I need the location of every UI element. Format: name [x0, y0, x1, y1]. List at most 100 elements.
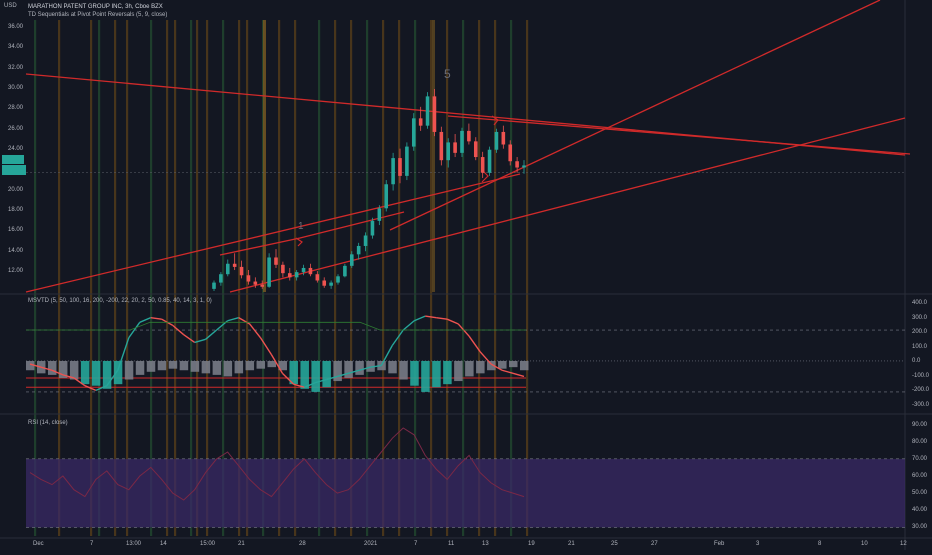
highlight-band [98, 20, 101, 536]
osc-tick-label: 100.0 [912, 343, 928, 350]
highlight-band [196, 20, 199, 536]
osc-histogram-bar [487, 360, 496, 371]
osc-histogram-bar [102, 360, 112, 389]
osc-line-segment [95, 385, 108, 391]
currency-label: USD [4, 3, 17, 9]
time-tick-label: 8 [818, 541, 822, 547]
osc-histogram-bar [267, 360, 277, 368]
time-tick-label: 13:00 [126, 541, 142, 547]
time-tick-label: 27 [651, 541, 658, 547]
rsi-tick-label: 90.00 [912, 422, 928, 428]
candle-body [294, 272, 299, 278]
osc-line-segment [84, 385, 97, 391]
trendline [389, 0, 881, 231]
osc-line-segment [205, 329, 218, 340]
time-tick-label: 15:00 [200, 541, 216, 547]
candle-body [343, 265, 347, 277]
osc-line-segment [370, 364, 382, 368]
osc-line-segment [40, 366, 53, 371]
osc-green-line [26, 321, 526, 331]
osc-histogram-bar [58, 360, 68, 378]
osc-line-segment [172, 324, 185, 336]
price-tick-label: 34.00 [8, 44, 24, 51]
trendline [229, 117, 906, 293]
osc-line-segment [359, 366, 371, 371]
osc-line-segment [106, 369, 119, 387]
osc-line-segment [348, 369, 360, 375]
candle-body [301, 267, 306, 273]
candle-body [370, 220, 375, 236]
time-tick-label: Feb [714, 541, 725, 547]
time-tick-label: 19 [528, 541, 535, 547]
osc-tick-label: 400.0 [912, 300, 928, 306]
osc-histogram-bar [454, 360, 463, 382]
osc-histogram-bar [509, 360, 518, 368]
osc-histogram-bar [179, 360, 189, 371]
highlight-band [446, 20, 449, 536]
trendline [447, 115, 911, 155]
osc-tick-label: -200.0 [912, 387, 930, 394]
osc-line-segment [139, 317, 152, 323]
time-tick-label: 3 [756, 541, 760, 547]
price-tick-label: 36.00 [8, 24, 24, 30]
osc-line-segment [73, 377, 86, 387]
osc-line-segment [337, 372, 349, 378]
osc-histogram-bar [201, 360, 211, 374]
osc-tick-label: 300.0 [912, 314, 928, 321]
price-tick-label: 24.00 [8, 146, 24, 152]
candle-body [329, 282, 333, 286]
osc-line-segment [446, 318, 459, 325]
osc-line-segment [150, 316, 162, 320]
osc-line-segment [194, 338, 206, 344]
rsi-tick-label: 70.00 [912, 456, 928, 462]
osc-histogram-bar [498, 360, 507, 369]
candle-body [336, 276, 340, 283]
osc-line-segment [183, 334, 196, 343]
osc-histogram-bar [322, 360, 331, 388]
time-tick-label: 13 [482, 541, 489, 547]
highlight-band [334, 20, 337, 536]
indicator-title[interactable]: TD Sequentials at Pivot Point Reversals … [28, 12, 168, 18]
highlight-band [366, 20, 369, 536]
td-count-upper: 5 [444, 67, 451, 81]
time-tick-label: 7 [90, 541, 94, 547]
candle-body [432, 96, 437, 132]
price-marker [2, 155, 24, 164]
highlight-band [150, 20, 153, 536]
td-arrow [295, 237, 303, 247]
candle-body [494, 131, 499, 150]
osc-line-segment [391, 329, 404, 346]
highlight-band [166, 20, 169, 536]
price-tick-label: 26.00 [8, 125, 24, 132]
candle-body [487, 149, 492, 173]
candle-body [522, 165, 526, 168]
candle-body [349, 254, 354, 266]
price-tick-label: 14.00 [8, 247, 24, 254]
oscillator-title[interactable]: MSVTD (5, 50, 100, 16, 200, -200, 22, 20… [28, 298, 212, 304]
candle-body [308, 267, 313, 275]
symbol-title[interactable]: MARATHON PATENT GROUP INC, 3h, Cboe BZX [28, 4, 163, 10]
osc-histogram-bar [113, 360, 123, 385]
time-tick-label: 25 [611, 541, 618, 547]
osc-line-segment [402, 320, 415, 331]
candle-body [377, 208, 382, 221]
rsi-title[interactable]: RSI (14, close) [28, 420, 68, 426]
osc-histogram-bar [311, 360, 320, 392]
osc-histogram-bar [47, 360, 57, 375]
osc-line-segment [51, 369, 64, 376]
candle-body [501, 131, 506, 145]
osc-line-segment [315, 378, 327, 384]
osc-histogram-bar [146, 360, 156, 372]
osc-histogram-bar [366, 360, 375, 372]
time-tick-label: 28 [299, 541, 306, 547]
price-tick-label: 18.00 [8, 207, 24, 213]
osc-histogram-bar [278, 360, 287, 371]
candle-body [246, 275, 251, 282]
time-tick-label: 2021 [364, 541, 378, 547]
osc-histogram-bar [245, 360, 255, 371]
highlight-band [190, 20, 193, 536]
price-tick-label: 20.00 [8, 186, 24, 193]
highlight-band [382, 20, 385, 536]
